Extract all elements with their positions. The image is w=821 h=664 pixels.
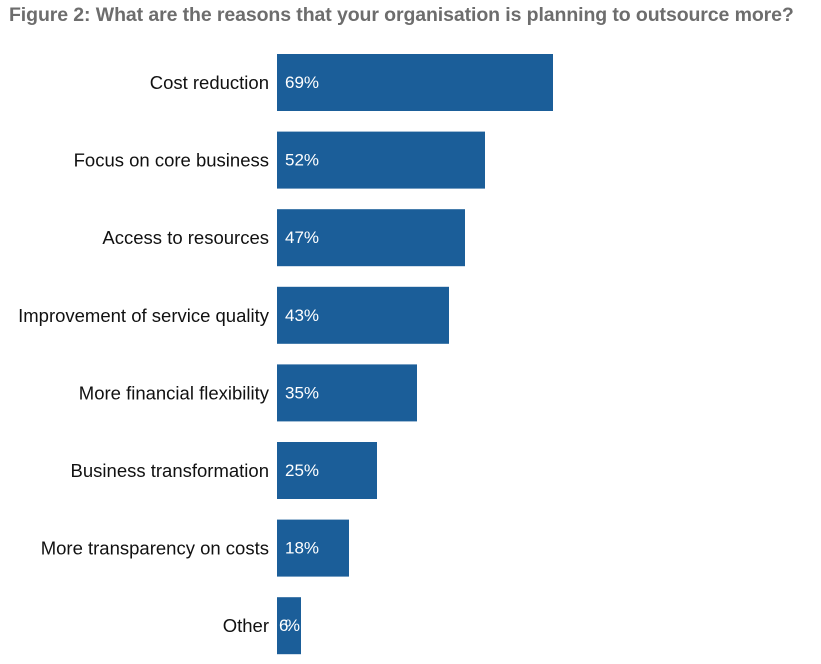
- category-label: Business transformation: [71, 460, 269, 481]
- category-label: Improvement of service quality: [18, 305, 270, 326]
- bar-1: [277, 54, 553, 111]
- value-label: 35%: [285, 383, 319, 402]
- category-label: Focus on core business: [74, 150, 269, 171]
- category-label: Other: [223, 615, 269, 636]
- bar-8: [277, 597, 301, 655]
- bar-2: [277, 131, 485, 189]
- category-label: Access to resources: [102, 227, 269, 248]
- bar-4: [277, 286, 449, 344]
- value-label: 25%: [285, 461, 319, 480]
- chart-title: Figure 2: What are the reasons that your…: [9, 4, 794, 26]
- bar-6: [277, 442, 377, 499]
- value-label: 43%: [285, 306, 319, 325]
- value-label: 47%: [285, 228, 319, 247]
- value-label: 18%: [285, 539, 319, 558]
- value-label: 52%: [285, 151, 319, 170]
- category-label: Cost reduction: [150, 72, 269, 93]
- value-label: 69%: [285, 73, 319, 92]
- bars-group: Cost reduction 69% Focus on core business 5…: [18, 54, 553, 655]
- bar-7: [277, 519, 349, 577]
- bar-3: [277, 209, 465, 267]
- category-label: More financial flexibility: [79, 382, 270, 403]
- category-label: More transparency on costs: [41, 538, 269, 559]
- value-label: 6%: [279, 616, 300, 635]
- bar-5: [277, 364, 417, 422]
